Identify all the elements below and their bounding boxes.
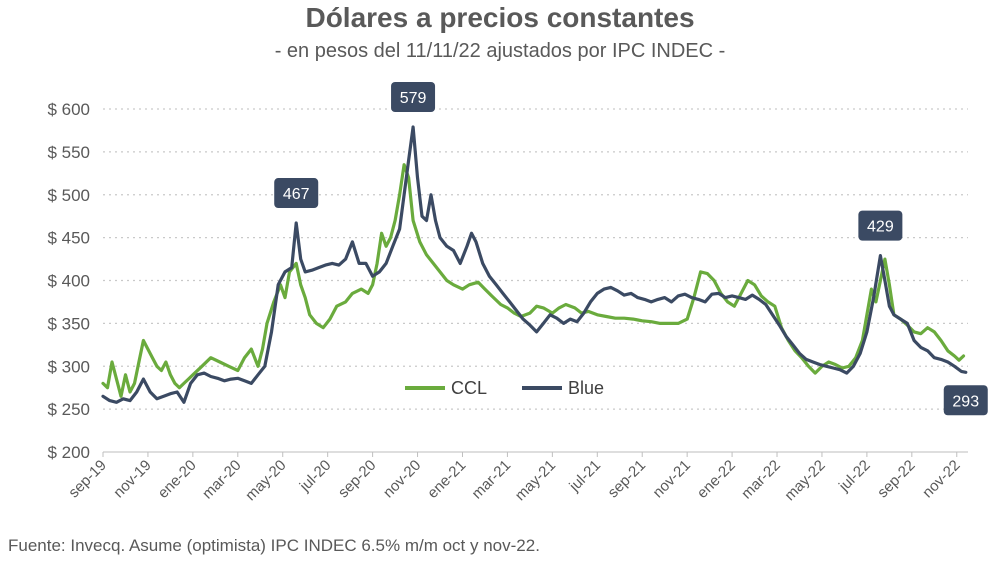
y-tick-label: $ 450 — [47, 229, 90, 248]
x-tick-label: mar-22 — [738, 457, 784, 503]
chart-subtitle: - en pesos del 11/11/22 ajustados por IP… — [274, 40, 726, 62]
x-tick-label: sep-20 — [335, 457, 379, 501]
callout-label: 429 — [867, 219, 894, 236]
x-tick-label: may-21 — [512, 457, 559, 504]
callout-box — [858, 210, 903, 241]
legend-label-blue: Blue — [568, 378, 604, 398]
gridlines — [103, 108, 968, 453]
legend-label-ccl: CCL — [451, 378, 487, 398]
y-tick-label: $ 400 — [47, 272, 90, 291]
y-tick-label: $ 200 — [47, 443, 90, 462]
series-line-blue — [101, 125, 968, 404]
x-tick-label: sep-22 — [874, 457, 918, 501]
x-tick-label: may-22 — [781, 457, 828, 504]
callout-box — [943, 385, 988, 416]
series-lines — [101, 125, 968, 404]
chart-title: Dólares a precios constantes — [305, 2, 695, 33]
x-tick-label: jul-20 — [296, 457, 335, 496]
series-line-ccl — [101, 163, 966, 398]
x-tick-label: nov-19 — [110, 457, 154, 501]
x-tick-label: nov-22 — [919, 457, 963, 501]
x-tick-label: ene-20 — [155, 457, 200, 502]
callout-box — [391, 82, 436, 113]
y-tick-label: $ 350 — [47, 314, 90, 333]
callout-label: 293 — [952, 393, 979, 410]
x-tick-label: may-20 — [242, 457, 289, 504]
callout-box — [274, 178, 319, 209]
y-tick-label: $ 250 — [47, 400, 90, 419]
x-tick-label: nov-21 — [650, 457, 694, 501]
y-tick-label: $ 500 — [47, 186, 90, 205]
x-tick-label: jul-22 — [835, 457, 874, 496]
callout-467: 467 — [274, 178, 319, 209]
legend: CCL Blue — [405, 378, 604, 398]
callout-label: 467 — [283, 186, 310, 203]
x-tick-label: ene-21 — [424, 457, 469, 502]
x-tick-label: nov-20 — [380, 457, 424, 501]
callout-429: 429 — [858, 210, 903, 241]
x-tick-label: sep-21 — [605, 457, 649, 501]
callout-579: 579 — [391, 82, 436, 113]
y-tick-label: $ 600 — [47, 100, 90, 119]
y-axis: $ 600 $ 550 $ 500 $ 450 $ 400 $ 350 $ 300 $ 250… — [47, 100, 90, 462]
y-tick-label: $ 550 — [47, 143, 90, 162]
x-tick-label: sep-19 — [65, 457, 109, 501]
x-tick-label: mar-20 — [199, 457, 245, 503]
x-tick-label: jul-21 — [565, 457, 604, 496]
y-tick-label: $ 300 — [47, 357, 90, 376]
callout-label: 579 — [400, 90, 427, 107]
source-note: Fuente: Invecq. Asume (optimista) IPC IN… — [8, 536, 540, 555]
callout-293: 293 — [943, 385, 988, 416]
x-tick-label: mar-21 — [469, 457, 515, 503]
value-callouts: 467 579 429 293 — [274, 82, 988, 416]
x-tick-label: ene-22 — [694, 457, 739, 502]
